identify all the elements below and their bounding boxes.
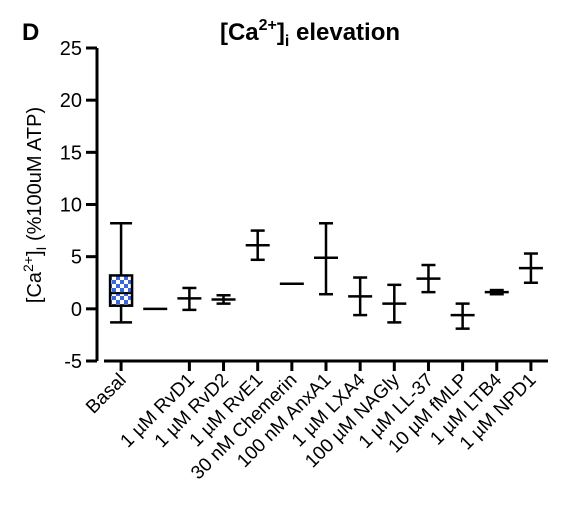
- y-tick-label: -5: [64, 351, 82, 373]
- y-tick-label: 20: [60, 90, 82, 112]
- chart-title: [Ca2+]i elevation: [220, 17, 400, 50]
- box: [108, 274, 134, 307]
- panel-letter: D: [22, 19, 39, 46]
- y-tick-label: 0: [71, 299, 82, 321]
- y-tick-label: 15: [60, 142, 82, 164]
- y-axis-label: [Ca2+]I (%100uM ATP): [20, 107, 49, 303]
- y-tick-label: 5: [71, 247, 82, 269]
- y-tick-label: 25: [60, 38, 82, 60]
- y-tick-label: 10: [60, 195, 82, 217]
- x-tick-label: Basal: [82, 370, 130, 418]
- y-axis: -5 0 5 10 15 20 25: [60, 38, 99, 373]
- data-marks: [108, 222, 543, 330]
